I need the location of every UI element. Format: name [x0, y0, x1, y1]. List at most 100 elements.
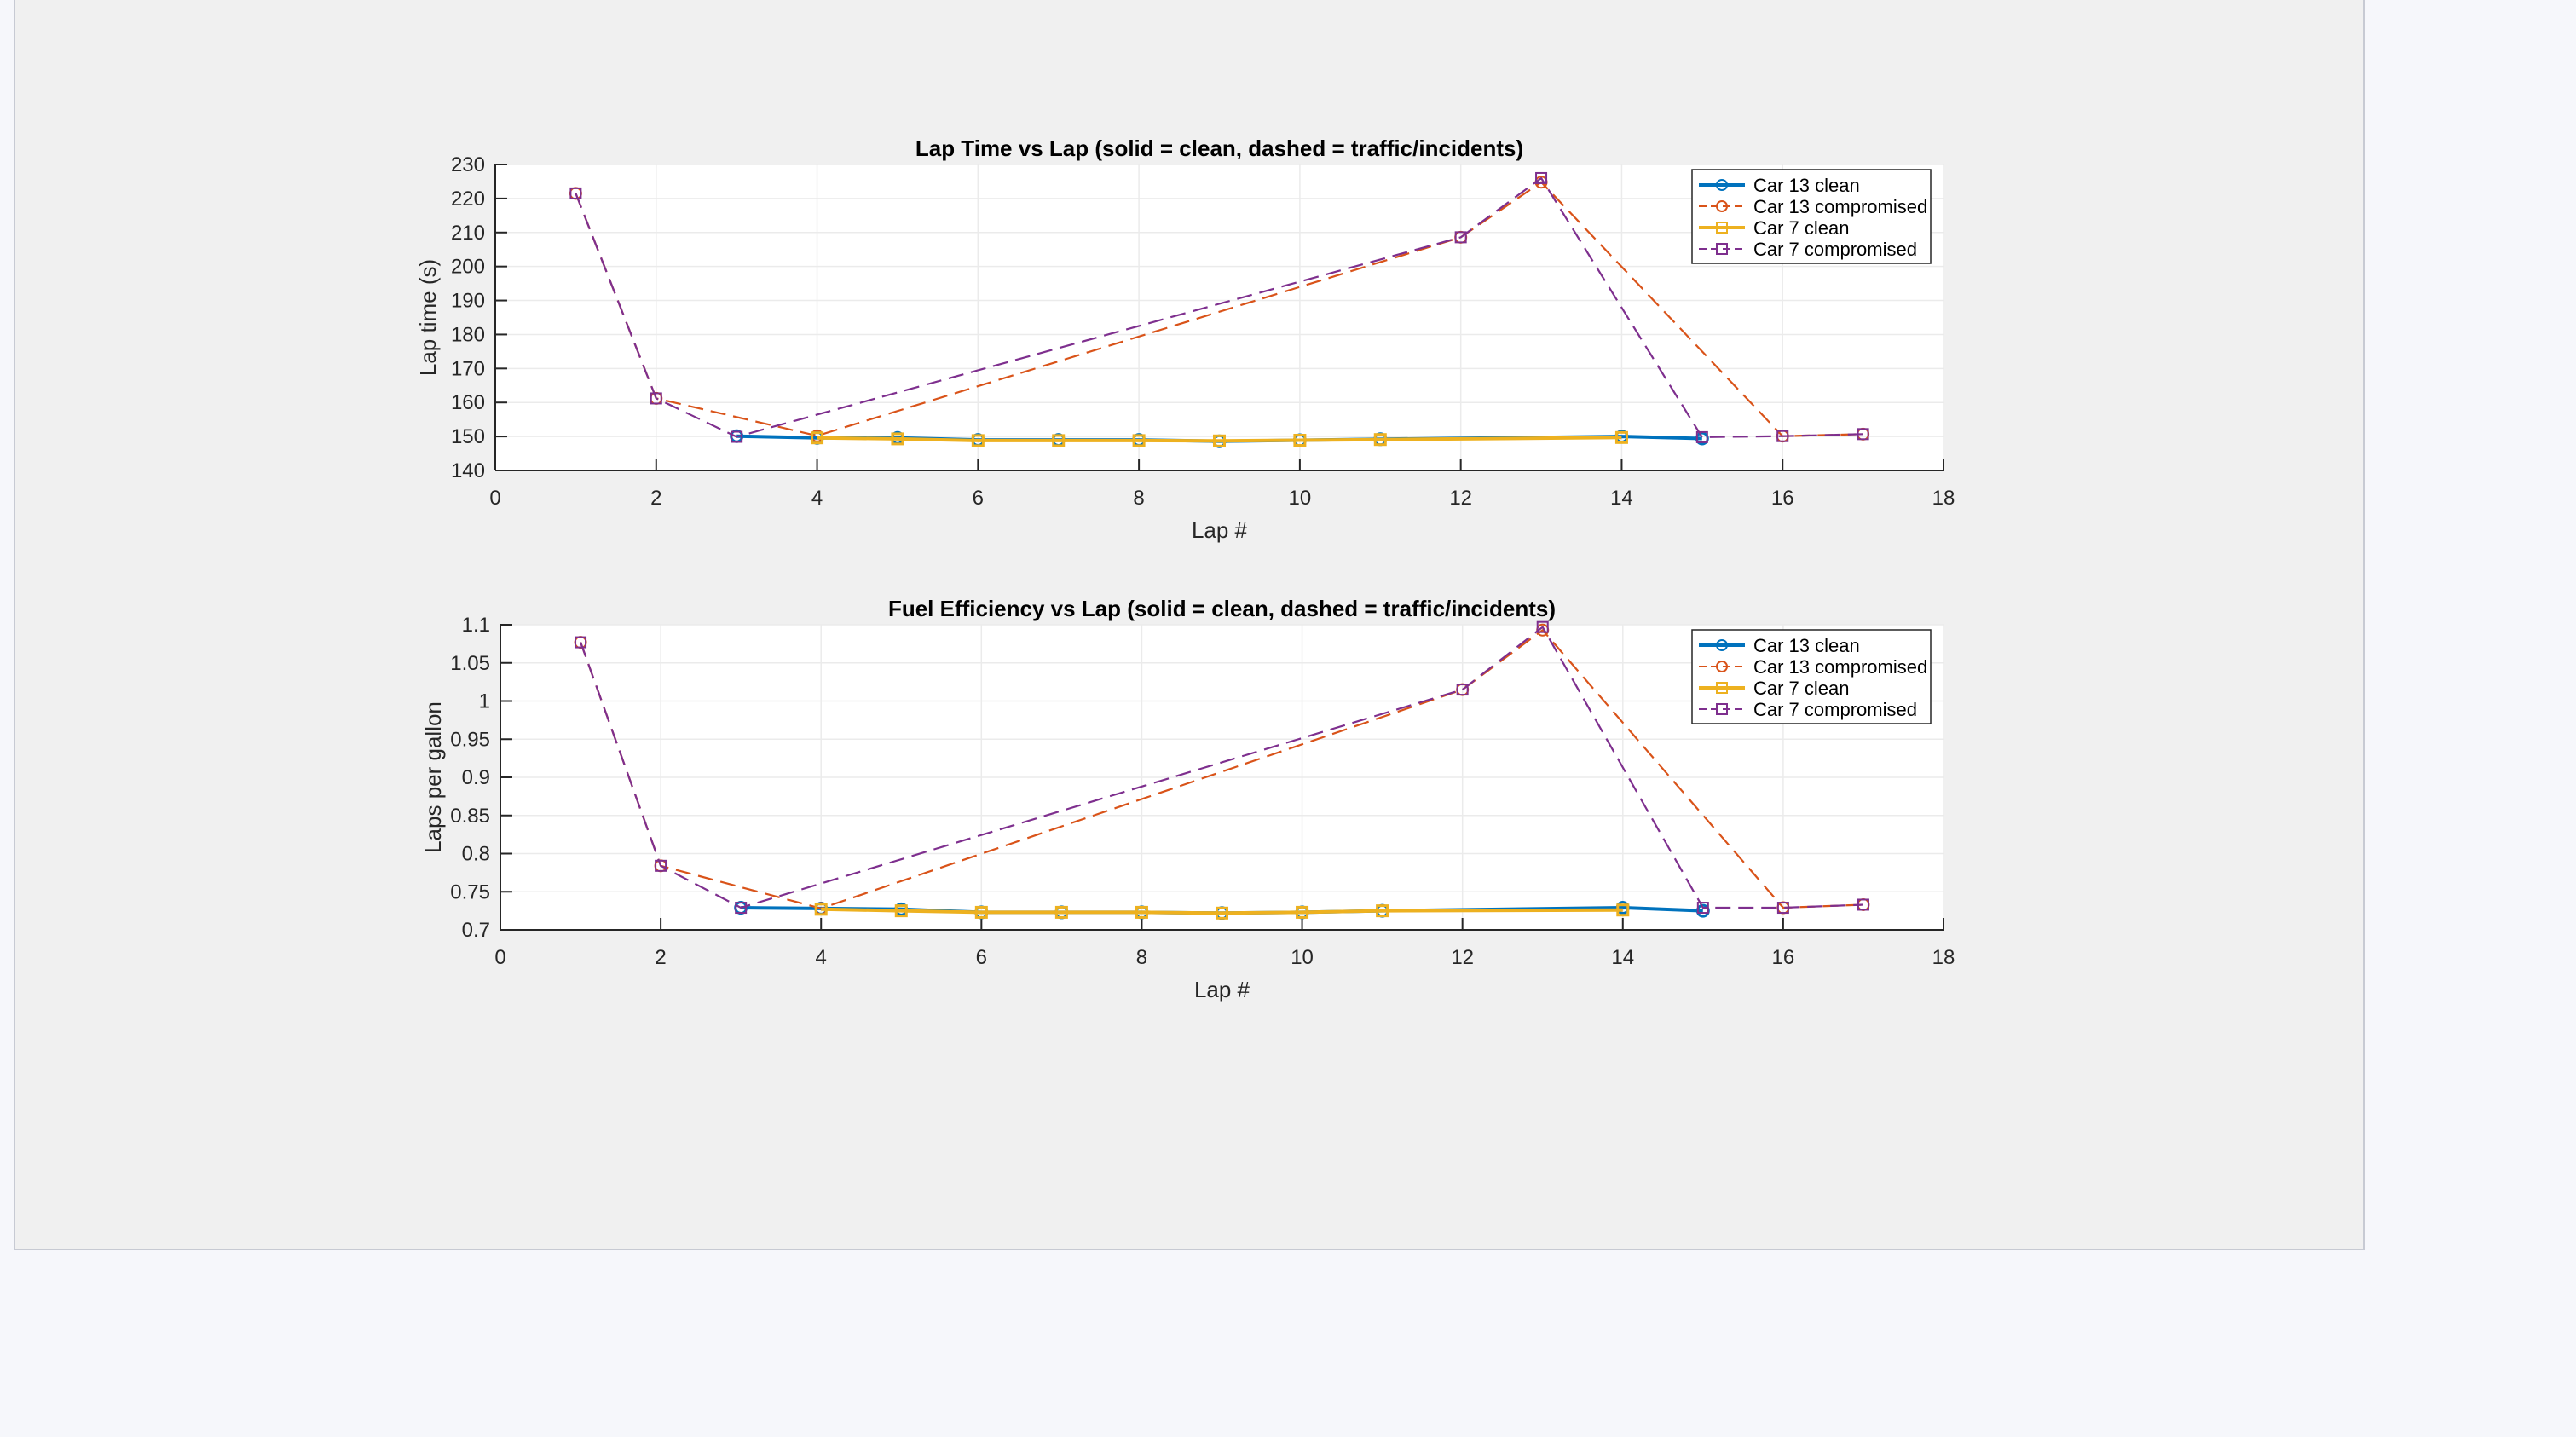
- y-tick-label: 160: [451, 391, 485, 414]
- series-car-7-clean: [811, 430, 1628, 447]
- y-tick-label: 0.7: [462, 919, 490, 942]
- y-tick-label: 0.85: [450, 805, 490, 828]
- series-car-7-clean: [814, 903, 1630, 920]
- series-car-7-compromised: [575, 620, 1869, 915]
- legend-swatch-marker: [1716, 682, 1728, 694]
- x-tick-label: 18: [1932, 487, 1955, 510]
- data-point: [1054, 905, 1068, 919]
- legend-label: Car 7 compromised: [1753, 699, 1917, 720]
- data-point: [974, 905, 988, 919]
- data-point: [1135, 905, 1148, 919]
- x-tick-label: 4: [816, 946, 827, 969]
- y-tick-label: 0.9: [462, 766, 490, 789]
- y-tick-label: 1.1: [462, 614, 490, 637]
- y-tick-label: 200: [451, 256, 485, 279]
- x-tick-label: 8: [1136, 946, 1147, 969]
- x-tick-label: 14: [1611, 946, 1634, 969]
- legend-swatch-marker: [1716, 243, 1728, 255]
- data-point: [894, 904, 908, 918]
- y-tick-label: 210: [451, 222, 485, 245]
- x-tick-label: 0: [494, 946, 505, 969]
- legend-label: Car 13 clean: [1753, 635, 1860, 656]
- chart-title: Lap Time vs Lap (solid = clean, dashed =…: [915, 136, 1523, 161]
- data-point: [731, 430, 743, 443]
- legend-label: Car 13 compromised: [1753, 656, 1927, 678]
- legend-label: Car 13 clean: [1753, 175, 1860, 196]
- x-tick-label: 10: [1289, 487, 1312, 510]
- data-point: [811, 431, 824, 445]
- legend-label: Car 7 clean: [1753, 678, 1850, 699]
- x-tick-label: 2: [655, 946, 666, 969]
- x-tick-label: 2: [650, 487, 661, 510]
- x-tick-label: 16: [1772, 946, 1795, 969]
- data-point: [814, 903, 828, 916]
- legend-swatch-marker: [1716, 179, 1728, 191]
- y-tick-label: 0.75: [450, 880, 490, 903]
- series-line: [575, 176, 1863, 439]
- x-tick-label: 10: [1291, 946, 1314, 969]
- data-point: [575, 636, 587, 649]
- series-line: [817, 436, 1622, 443]
- y-tick-label: 0.95: [450, 728, 490, 751]
- x-tick-label: 12: [1451, 946, 1474, 969]
- x-tick-label: 12: [1449, 487, 1472, 510]
- legend-label: Car 7 clean: [1753, 217, 1850, 239]
- series-car-7-compromised: [569, 171, 1869, 443]
- y-tick-label: 180: [451, 323, 485, 346]
- data-point: [1776, 902, 1789, 915]
- legend-label: Car 7 compromised: [1753, 239, 1917, 260]
- data-point: [1213, 434, 1226, 447]
- series-line: [580, 626, 1863, 909]
- data-point: [1696, 902, 1709, 915]
- legend-swatch-marker: [1716, 703, 1728, 715]
- y-tick-label: 1.05: [450, 652, 490, 675]
- x-axis-label: Lap #: [1194, 977, 1250, 1002]
- data-point: [650, 392, 662, 405]
- y-tick-label: 220: [451, 188, 485, 211]
- data-point: [891, 432, 904, 446]
- x-axis-label: Lap #: [1192, 517, 1248, 543]
- data-point: [1296, 905, 1309, 919]
- x-tick-label: 18: [1932, 946, 1955, 969]
- data-point: [1857, 428, 1869, 441]
- data-point: [1373, 433, 1387, 447]
- x-tick-label: 6: [973, 487, 984, 510]
- y-tick-label: 140: [451, 459, 485, 482]
- chart-2: 0 2 4 6 8 10 12 14 16 18 0.7 0.75 0.8 0.85 0.9 0.95 1 1.0…: [420, 596, 1955, 1002]
- figure-window: 0 2 4 6 8 10 12 14 16 18 140 150 160 170 180 190 200 210 2…: [14, 0, 2365, 1250]
- data-point: [1216, 906, 1228, 920]
- data-point: [1132, 434, 1146, 447]
- data-point: [1616, 903, 1630, 917]
- legend-label: Car 13 compromised: [1753, 196, 1927, 217]
- x-tick-label: 4: [811, 487, 823, 510]
- x-tick-label: 14: [1610, 487, 1633, 510]
- data-point: [1535, 171, 1548, 184]
- y-tick-label: 150: [451, 425, 485, 448]
- data-point: [735, 902, 748, 915]
- y-tick-label: 0.8: [462, 843, 490, 866]
- x-tick-label: 6: [976, 946, 987, 969]
- data-point: [971, 434, 985, 447]
- y-axis-label: Laps per gallon: [420, 701, 446, 853]
- data-point: [1857, 898, 1869, 911]
- data-point: [1614, 430, 1628, 444]
- chart-title: Fuel Efficiency vs Lap (solid = clean, d…: [888, 596, 1556, 621]
- x-tick-label: 16: [1771, 487, 1794, 510]
- y-axis-label: Lap time (s): [415, 259, 441, 376]
- x-tick-label: 8: [1133, 487, 1144, 510]
- data-point: [1052, 434, 1066, 447]
- figure-canvas: 0 2 4 6 8 10 12 14 16 181401501601701801902002102…: [415, 136, 1955, 1002]
- data-point: [1456, 684, 1469, 696]
- legend-swatch-marker: [1716, 661, 1728, 672]
- legend-swatch-marker: [1716, 639, 1728, 651]
- series-line: [821, 907, 1623, 915]
- chart-1: 0 2 4 6 8 10 12 14 16 18 140 150 160 170 180 190 200 210 2…: [415, 136, 1955, 543]
- legend-swatch-marker: [1716, 200, 1728, 212]
- y-tick-label: 230: [451, 153, 485, 176]
- data-point: [1776, 430, 1789, 442]
- y-tick-label: 170: [451, 357, 485, 380]
- data-point: [1695, 430, 1708, 443]
- data-point: [1293, 433, 1307, 447]
